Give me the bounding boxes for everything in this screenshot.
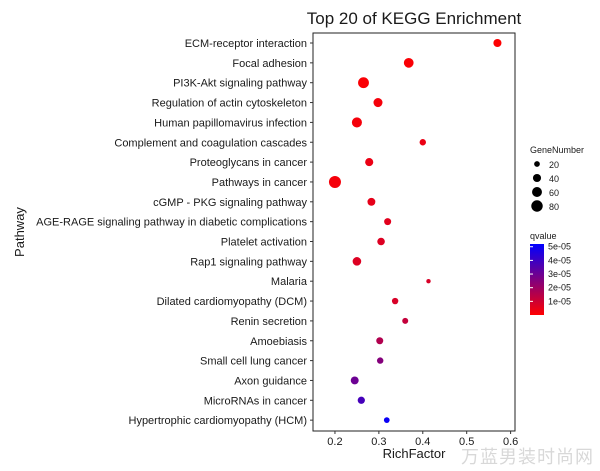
size-legend-label: 20 bbox=[549, 160, 559, 170]
data-point bbox=[402, 317, 409, 324]
y-tick-label: Regulation of actin cytoskeleton bbox=[152, 98, 307, 110]
data-point bbox=[352, 257, 362, 266]
y-tick-label: cGMP - PKG signaling pathway bbox=[153, 197, 307, 209]
colorbar-tick-label: 1e-05 bbox=[548, 296, 571, 306]
y-tick-label: Pathways in cancer bbox=[212, 177, 308, 189]
y-tick-label: PI3K-Akt signaling pathway bbox=[173, 78, 307, 90]
chart-title: Top 20 of KEGG Enrichment bbox=[307, 9, 522, 28]
size-legend-dot bbox=[532, 173, 542, 183]
y-tick-label: MicroRNAs in cancer bbox=[204, 395, 308, 407]
data-point bbox=[377, 237, 385, 246]
x-tick-label: 0.5 bbox=[459, 436, 474, 448]
qvalue-legend-title: qvalue bbox=[530, 231, 557, 241]
y-tick-label: ECM-receptor interaction bbox=[185, 38, 307, 50]
gene-number-legend: GeneNumber 20 40 60 80 bbox=[530, 145, 584, 212]
y-tick-label: Focal adhesion bbox=[232, 58, 307, 70]
size-legend-label: 40 bbox=[549, 174, 559, 184]
y-tick-label: Amoebiasis bbox=[250, 336, 307, 348]
data-point bbox=[403, 57, 414, 68]
data-point bbox=[358, 77, 369, 89]
y-axis-label: Pathway bbox=[12, 207, 27, 257]
x-axis-label: RichFactor bbox=[383, 446, 447, 461]
data-point bbox=[391, 297, 399, 305]
x-tick-label: 0.4 bbox=[415, 436, 430, 448]
data-point bbox=[384, 218, 392, 226]
size-legend-label: 80 bbox=[549, 202, 559, 212]
data-point bbox=[426, 278, 431, 284]
data-points bbox=[328, 38, 502, 424]
size-legend-dot bbox=[532, 187, 542, 197]
data-point bbox=[376, 337, 384, 345]
y-tick-label: AGE-RAGE signaling pathway in diabetic c… bbox=[36, 217, 307, 229]
y-tick-label: Human papillomavirus infection bbox=[154, 117, 307, 129]
y-tick-label: Renin secretion bbox=[231, 316, 307, 328]
colorbar-tick-label: 3e-05 bbox=[548, 269, 571, 279]
y-tick-label: Rap1 signaling pathway bbox=[190, 256, 307, 268]
data-point bbox=[328, 175, 341, 188]
y-tick-label: Complement and coagulation cascades bbox=[114, 137, 307, 149]
data-point bbox=[493, 38, 502, 48]
data-point bbox=[365, 158, 374, 167]
size-legend-dot bbox=[534, 161, 540, 167]
data-point bbox=[376, 357, 384, 364]
y-tick-label: Small cell lung cancer bbox=[200, 356, 307, 368]
colorbar-tick-label: 2e-05 bbox=[548, 283, 571, 293]
y-tick-label: Dilated cardiomyopathy (DCM) bbox=[157, 296, 307, 308]
size-legend-label: 60 bbox=[549, 188, 559, 198]
y-axis-tick-labels: ECM-receptor interaction Focal adhesion PI… bbox=[36, 38, 308, 427]
data-point bbox=[351, 117, 362, 128]
x-tick-label: 0.6 bbox=[503, 436, 518, 448]
qvalue-colorbar bbox=[530, 244, 544, 315]
x-tick-label: 0.2 bbox=[327, 436, 342, 448]
y-tick-label: Proteoglycans in cancer bbox=[190, 157, 308, 169]
watermark: 万蓝男装时尚网 bbox=[461, 447, 594, 468]
data-point bbox=[419, 139, 426, 146]
y-tick-label: Malaria bbox=[271, 276, 308, 288]
y-tick-label: Platelet activation bbox=[221, 237, 307, 249]
data-point bbox=[357, 396, 365, 404]
y-axis-ticks bbox=[310, 42, 313, 421]
size-legend-dot bbox=[531, 200, 543, 212]
x-axis: 0.2 0.3 0.4 0.5 0.6 bbox=[327, 431, 518, 448]
gene-number-legend-title: GeneNumber bbox=[530, 145, 584, 155]
plot-panel-border bbox=[312, 32, 516, 432]
data-point bbox=[383, 417, 390, 424]
colorbar-tick-label: 5e-05 bbox=[548, 242, 571, 252]
y-tick-label: Axon guidance bbox=[234, 375, 307, 387]
colorbar-tick-label: 4e-05 bbox=[548, 255, 571, 265]
y-tick-label: Hypertrophic cardiomyopathy (HCM) bbox=[129, 415, 308, 427]
qvalue-legend: qvalue 5e-05 4e-05 3e-05 2e-05 1e-05 bbox=[530, 231, 571, 315]
data-point bbox=[350, 376, 359, 385]
data-point bbox=[367, 197, 376, 206]
x-tick-label: 0.3 bbox=[371, 436, 386, 448]
data-point bbox=[373, 98, 383, 108]
